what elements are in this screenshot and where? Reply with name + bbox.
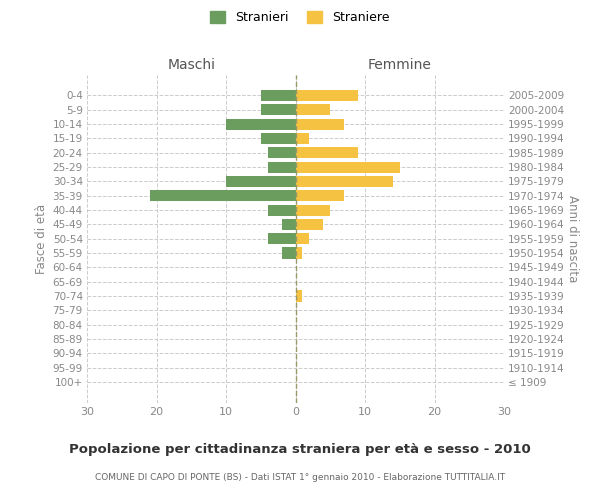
- Bar: [296, 147, 358, 158]
- Bar: [296, 190, 344, 202]
- Bar: [261, 90, 296, 101]
- Bar: [281, 219, 296, 230]
- Bar: [149, 190, 296, 202]
- Bar: [296, 104, 330, 116]
- Bar: [261, 133, 296, 144]
- Y-axis label: Anni di nascita: Anni di nascita: [566, 195, 579, 282]
- Bar: [268, 162, 296, 172]
- Bar: [296, 118, 344, 130]
- Bar: [261, 104, 296, 116]
- Bar: [296, 290, 302, 302]
- Text: Maschi: Maschi: [167, 58, 215, 72]
- Bar: [226, 176, 296, 187]
- Bar: [268, 147, 296, 158]
- Bar: [268, 204, 296, 216]
- Text: Popolazione per cittadinanza straniera per età e sesso - 2010: Popolazione per cittadinanza straniera p…: [69, 442, 531, 456]
- Bar: [296, 90, 358, 101]
- Bar: [226, 118, 296, 130]
- Bar: [296, 219, 323, 230]
- Text: COMUNE DI CAPO DI PONTE (BS) - Dati ISTAT 1° gennaio 2010 - Elaborazione TUTTITA: COMUNE DI CAPO DI PONTE (BS) - Dati ISTA…: [95, 472, 505, 482]
- Text: Femmine: Femmine: [368, 58, 431, 72]
- Bar: [296, 204, 330, 216]
- Legend: Stranieri, Straniere: Stranieri, Straniere: [205, 6, 395, 29]
- Bar: [281, 248, 296, 258]
- Bar: [268, 233, 296, 244]
- Bar: [296, 162, 400, 172]
- Bar: [296, 176, 393, 187]
- Bar: [296, 233, 310, 244]
- Bar: [296, 248, 302, 258]
- Y-axis label: Fasce di età: Fasce di età: [35, 204, 49, 274]
- Bar: [296, 133, 310, 144]
